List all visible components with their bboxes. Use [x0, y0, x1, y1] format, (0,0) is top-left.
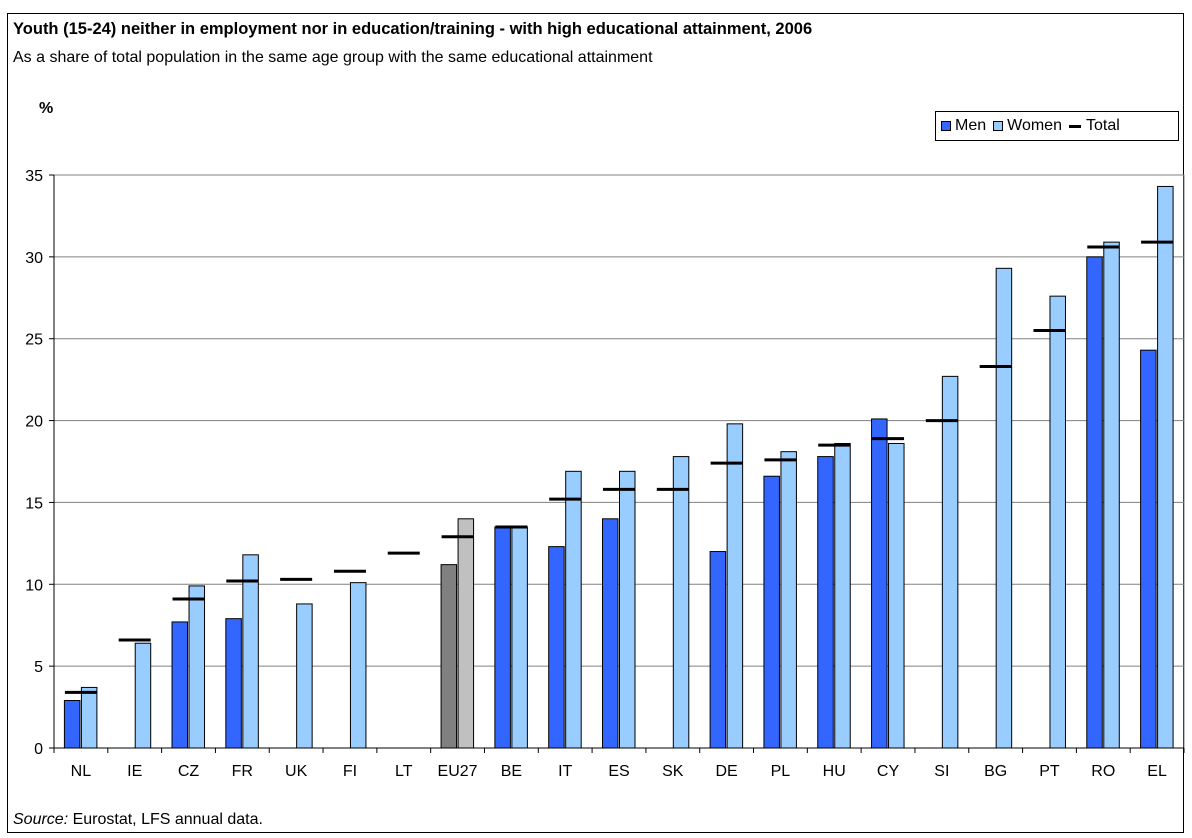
- bar-men-it: [548, 546, 565, 749]
- y-tick-label: 20: [25, 414, 43, 431]
- bar-men-fr: [225, 618, 242, 749]
- x-tick-label: ES: [608, 763, 629, 780]
- x-tick-label: NL: [71, 763, 92, 780]
- legend-swatch-women: [993, 121, 1004, 131]
- legend: Men Women Total: [935, 111, 1179, 141]
- bar-men-cy: [871, 418, 888, 749]
- legend-item-total: Total: [1068, 117, 1120, 135]
- x-tick-label: UK: [285, 763, 308, 780]
- bar-women-pt: [1049, 295, 1066, 749]
- y-axis-unit-label: %: [39, 100, 54, 117]
- x-tick-label: CZ: [178, 763, 200, 780]
- x-tick-label: FI: [343, 763, 357, 780]
- bar-women-el: [1157, 185, 1174, 749]
- y-tick-label: 15: [25, 495, 43, 512]
- y-tick-label: 30: [25, 250, 43, 267]
- bar-women-sk: [672, 456, 690, 749]
- legend-swatch-total: [1068, 124, 1081, 128]
- bar-women-nl: [80, 686, 98, 749]
- legend-item-women: Women: [993, 117, 1062, 135]
- legend-label-women: Women: [1007, 117, 1062, 134]
- bar-women-si: [941, 375, 959, 749]
- y-tick-label: 0: [34, 741, 43, 758]
- bar-women-ro: [1103, 241, 1120, 749]
- x-tick-label: LT: [395, 763, 413, 780]
- x-tick-label: FR: [232, 763, 253, 780]
- bar-women-cz: [188, 585, 206, 749]
- legend-label-men: Men: [955, 117, 987, 134]
- bar-women-es: [619, 470, 636, 749]
- bar-men-hu: [817, 456, 834, 749]
- y-tick-label: 5: [34, 659, 43, 676]
- bar-men-nl: [63, 700, 81, 749]
- x-tick-label: DE: [716, 763, 738, 780]
- bar-women-be: [511, 526, 528, 749]
- chart-title: Youth (15-24) neither in employment nor …: [13, 20, 813, 38]
- bar-women-eu27: [457, 518, 475, 749]
- bar-men-ro: [1086, 256, 1103, 749]
- bar-women-hu: [834, 442, 851, 749]
- x-tick-label: EU27: [438, 763, 478, 780]
- source-text: Eurostat, LFS annual data.: [68, 811, 263, 828]
- bar-men-be: [494, 526, 511, 749]
- x-tick-label: SK: [662, 763, 684, 780]
- bar-women-uk: [296, 603, 313, 749]
- x-tick-label: BG: [984, 763, 1007, 780]
- source-note: Source: Eurostat, LFS annual data.: [13, 811, 263, 829]
- x-tick-label: HU: [823, 763, 846, 780]
- bar-men-es: [602, 518, 619, 749]
- legend-label-total: Total: [1085, 117, 1120, 134]
- y-tick-label: 35: [25, 168, 43, 185]
- bar-women-pl: [780, 451, 797, 749]
- x-tick-label: PT: [1039, 763, 1060, 780]
- x-tick-label: RO: [1091, 763, 1115, 780]
- chart-subtitle: As a share of total population in the sa…: [13, 49, 653, 66]
- bar-women-fr: [242, 554, 259, 749]
- bar-men-eu27: [440, 564, 458, 749]
- x-tick-label: SI: [934, 763, 949, 780]
- x-tick-label: PL: [771, 763, 791, 780]
- bar-women-fi: [349, 582, 367, 749]
- bar-women-bg: [995, 267, 1013, 749]
- y-tick-label: 25: [25, 332, 43, 349]
- x-tick-label: EL: [1147, 763, 1167, 780]
- bar-men-el: [1140, 349, 1157, 749]
- x-tick-label: BE: [501, 763, 522, 780]
- bar-men-de: [709, 551, 727, 749]
- x-tick-label: IT: [558, 763, 572, 780]
- bar-women-de: [726, 423, 744, 749]
- y-tick-label: 10: [25, 577, 43, 594]
- legend-swatch-men: [941, 121, 951, 131]
- bar-men-cz: [171, 621, 189, 749]
- bar-men-pl: [763, 475, 780, 749]
- x-tick-label: CY: [877, 763, 900, 780]
- x-tick-label: IE: [127, 763, 142, 780]
- legend-item-men: Men: [941, 117, 986, 135]
- bar-women-cy: [888, 442, 905, 749]
- bar-women-it: [565, 470, 582, 749]
- bar-women-ie: [134, 642, 152, 749]
- source-label: Source:: [13, 811, 69, 828]
